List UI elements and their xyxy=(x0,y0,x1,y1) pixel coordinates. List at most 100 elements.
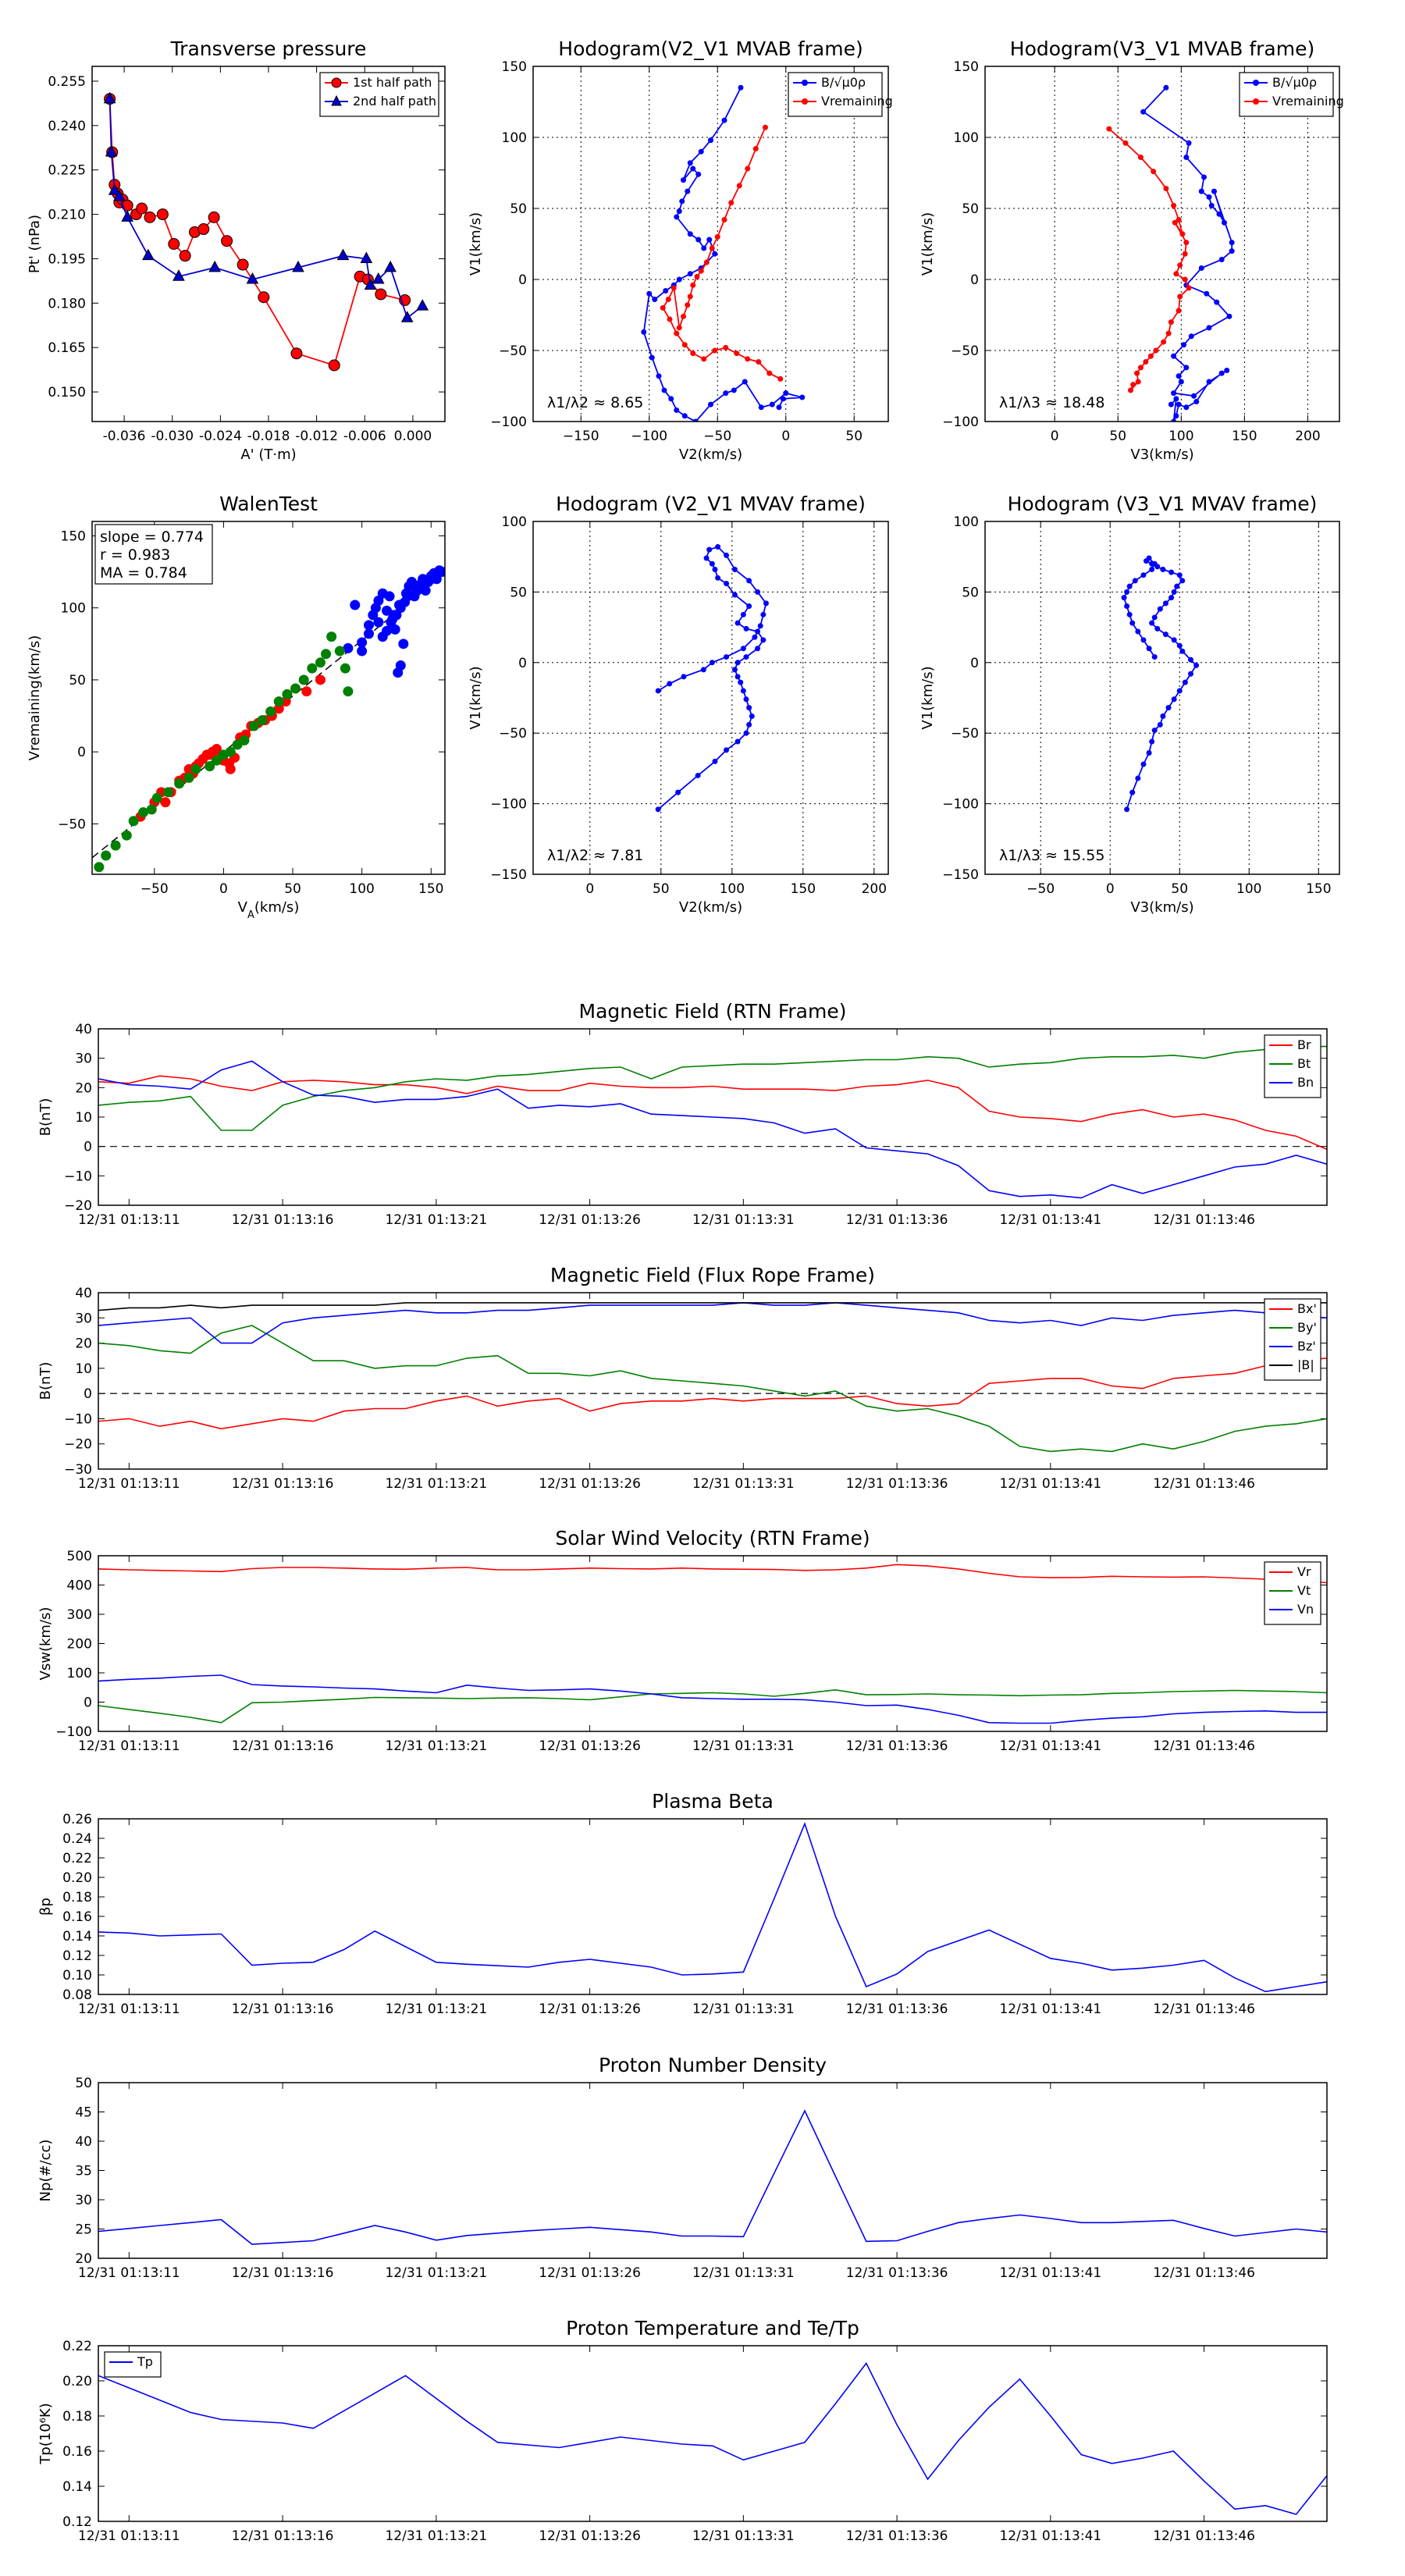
data-point xyxy=(315,674,325,685)
x-tick-label: -0.036 xyxy=(103,429,146,444)
legend-marker xyxy=(331,94,342,106)
series-line-Bx' xyxy=(98,1357,1327,1430)
data-point xyxy=(384,260,397,272)
data-point xyxy=(661,387,667,393)
data-point xyxy=(108,183,121,195)
x-tick-label: 50 xyxy=(653,881,670,897)
data-point xyxy=(1186,285,1192,291)
data-point xyxy=(373,617,384,628)
chart-vsw: Solar Wind Velocity (RTN Frame) 12/31 01:… xyxy=(37,1527,1328,1754)
data-point xyxy=(745,356,751,362)
data-point xyxy=(731,387,737,393)
data-point xyxy=(394,600,405,610)
data-point xyxy=(1143,359,1149,365)
data-point xyxy=(783,390,789,397)
y-tick-label: 0 xyxy=(84,1386,92,1402)
data-point xyxy=(336,248,350,261)
y-axis-label: V1(km/s) xyxy=(468,212,484,276)
data-point xyxy=(649,354,655,361)
data-point xyxy=(418,579,429,590)
data-point xyxy=(755,589,761,595)
data-point xyxy=(105,144,118,157)
x-tick-label: 12/31 01:13:41 xyxy=(999,2001,1101,2017)
y-tick-label: 25 xyxy=(75,2222,92,2238)
data-point xyxy=(1183,365,1190,371)
x-tick-label: 50 xyxy=(1109,429,1126,444)
data-point xyxy=(1129,789,1136,795)
data-point xyxy=(724,552,730,558)
legend-label: Tp xyxy=(137,2354,153,2369)
data-point xyxy=(388,610,399,621)
data-point xyxy=(1218,257,1225,263)
data-point xyxy=(1160,713,1166,720)
data-point xyxy=(1147,353,1154,359)
data-point xyxy=(687,271,693,277)
data-point xyxy=(757,623,763,629)
data-point xyxy=(665,296,671,302)
chart-hv2r: Hodogram (V2_V1 MVAV frame) 0 50 100 150 200 −… xyxy=(468,493,889,916)
data-point xyxy=(301,686,312,697)
y-tick-label: 0.14 xyxy=(62,1929,92,1944)
data-point xyxy=(1168,569,1175,575)
data-point xyxy=(1206,325,1212,331)
y-tick-label: 30 xyxy=(75,1051,92,1067)
chart-title: Hodogram(V3_V1 MVAB frame) xyxy=(1010,37,1314,60)
data-point xyxy=(425,574,436,585)
data-point xyxy=(1165,705,1172,711)
data-point xyxy=(712,566,718,572)
ratio-annotation: λ1/λ2 ≈ 8.65 xyxy=(547,394,643,411)
data-point xyxy=(1130,382,1136,388)
y-tick-label: −100 xyxy=(942,415,979,430)
data-point xyxy=(655,688,661,694)
data-point xyxy=(724,747,730,753)
y-tick-label: 20 xyxy=(75,1336,92,1352)
data-point xyxy=(183,772,194,783)
data-point xyxy=(685,302,691,308)
x-tick-label: 12/31 01:13:26 xyxy=(539,1476,641,1492)
series-line-Vremaining xyxy=(662,126,781,380)
series-line-Np xyxy=(98,2109,1327,2245)
data-point xyxy=(168,238,180,250)
data-point xyxy=(663,288,669,294)
plot-area xyxy=(1121,555,1200,813)
data-point xyxy=(694,273,700,279)
data-point xyxy=(1226,313,1232,319)
chart-title: WalenTest xyxy=(219,493,318,515)
data-point xyxy=(225,763,236,774)
y-axis-label: V1(km/s) xyxy=(468,666,484,729)
y-tick-label: 0.08 xyxy=(62,1987,92,2003)
data-point xyxy=(1137,154,1144,160)
axes-frame xyxy=(98,2082,1328,2259)
data-point xyxy=(674,407,680,413)
plot-area xyxy=(98,2361,1327,2515)
data-point xyxy=(1134,370,1140,376)
data-point xyxy=(1179,231,1186,237)
data-point xyxy=(1162,632,1168,638)
plot-area xyxy=(98,1045,1327,1199)
y-tick-label: −20 xyxy=(64,1198,92,1214)
y-tick-label: 30 xyxy=(75,2193,92,2208)
x-tick-label: 200 xyxy=(1295,429,1320,444)
y-tick-label: 500 xyxy=(67,1549,92,1564)
data-point xyxy=(328,359,340,372)
x-tick-label: 12/31 01:13:46 xyxy=(1153,1738,1255,1754)
data-point xyxy=(681,313,686,319)
data-point xyxy=(382,625,393,636)
legend-marker xyxy=(802,80,808,86)
chart-mag_fr: Magnetic Field (Flux Rope Frame) 12/31 01… xyxy=(37,1264,1328,1492)
y-tick-label: −10 xyxy=(64,1169,92,1184)
data-point xyxy=(646,290,653,297)
x-tick-label: 12/31 01:13:21 xyxy=(385,2001,487,2017)
x-tick-label: −100 xyxy=(631,429,667,444)
data-point xyxy=(731,566,738,572)
data-point xyxy=(1140,572,1147,578)
x-tick-label: 12/31 01:13:36 xyxy=(846,2528,948,2544)
data-point xyxy=(136,202,148,215)
y-tick-label: 150 xyxy=(502,59,527,75)
y-tick-label: 20 xyxy=(75,2251,92,2267)
series-line-Bz' xyxy=(98,1302,1327,1344)
data-point xyxy=(258,291,270,304)
y-tick-label: −50 xyxy=(58,817,86,832)
data-point xyxy=(712,758,718,764)
series-line-Vn xyxy=(98,1674,1327,1724)
